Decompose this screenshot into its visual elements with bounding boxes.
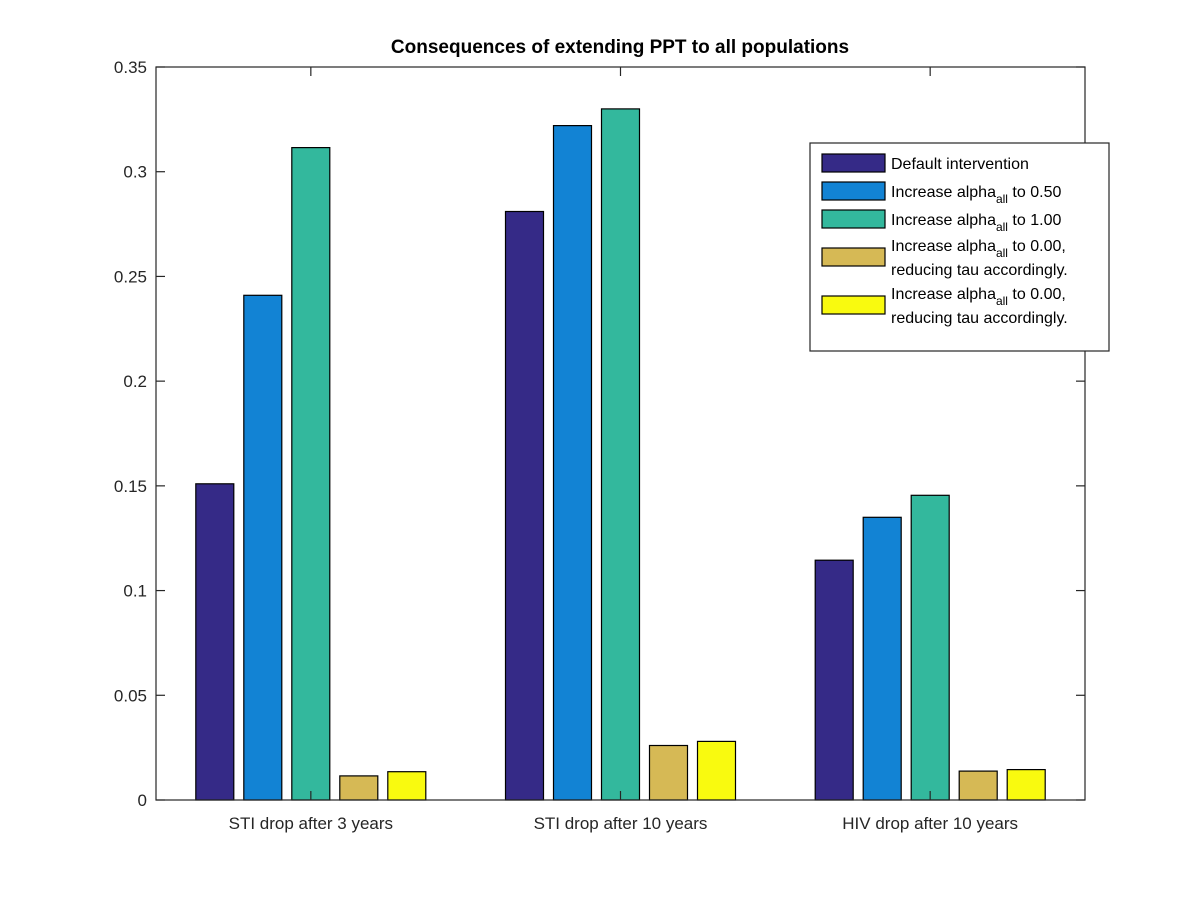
y-tick-label: 0.05: [114, 686, 147, 705]
legend-label-2: Increase alphaall to 0.50: [891, 184, 1061, 206]
legend-label-5: Increase alphaall to 0.00,: [891, 286, 1066, 308]
bar-series-5-3: [1006, 768, 1046, 801]
x-tick-label: HIV drop after 10 years: [842, 814, 1018, 833]
legend-swatch-5: [821, 295, 886, 315]
legend-swatch-2: [821, 181, 886, 201]
y-tick-label: 0.35: [114, 58, 147, 77]
legend-label-3: Increase alphaall to 1.00: [891, 212, 1061, 234]
legend-label-4: reducing tau accordingly.: [891, 262, 1068, 279]
legend-swatch-3: [821, 209, 886, 229]
y-tick-label: 0.25: [114, 267, 147, 286]
x-tick-label: STI drop after 3 years: [229, 814, 393, 833]
legend-swatch-4: [821, 247, 886, 267]
bar-series-3-2: [600, 108, 641, 801]
bar-series-2-3: [862, 516, 902, 801]
legend-swatch-1: [821, 153, 886, 173]
bar-series-4-2: [648, 744, 689, 801]
bar-series-1-2: [504, 210, 545, 801]
bar-series-3-1: [291, 147, 331, 801]
bar-series-1-1: [195, 483, 235, 801]
legend: Default intervention Increase alphaall to…: [809, 142, 1110, 352]
y-tick-label: 0.15: [114, 477, 147, 496]
legend-label-4: Increase alphaall to 0.00,: [891, 238, 1066, 260]
y-tick-label: 0.1: [123, 582, 147, 601]
bar-series-2-2: [552, 124, 593, 801]
y-tick-label: 0: [138, 791, 147, 810]
chart-title: Consequences of extending PPT to all pop…: [391, 37, 849, 58]
bar-series-1-3: [814, 559, 854, 801]
bar-series-2-1: [243, 294, 283, 801]
y-tick-label: 0.2: [123, 372, 147, 391]
bar-series-4-1: [339, 775, 379, 801]
legend-label-5: reducing tau accordingly.: [891, 310, 1068, 327]
bar-series-4-3: [958, 770, 998, 801]
bar-series-3-3: [910, 494, 950, 801]
legend-box: [809, 142, 1110, 352]
y-tick-label: 0.3: [123, 163, 147, 182]
x-tick-label: STI drop after 10 years: [534, 814, 708, 833]
legend-label-1: Default intervention: [891, 156, 1029, 173]
bar-series-5-1: [387, 771, 427, 801]
bar-series-5-2: [696, 740, 737, 801]
